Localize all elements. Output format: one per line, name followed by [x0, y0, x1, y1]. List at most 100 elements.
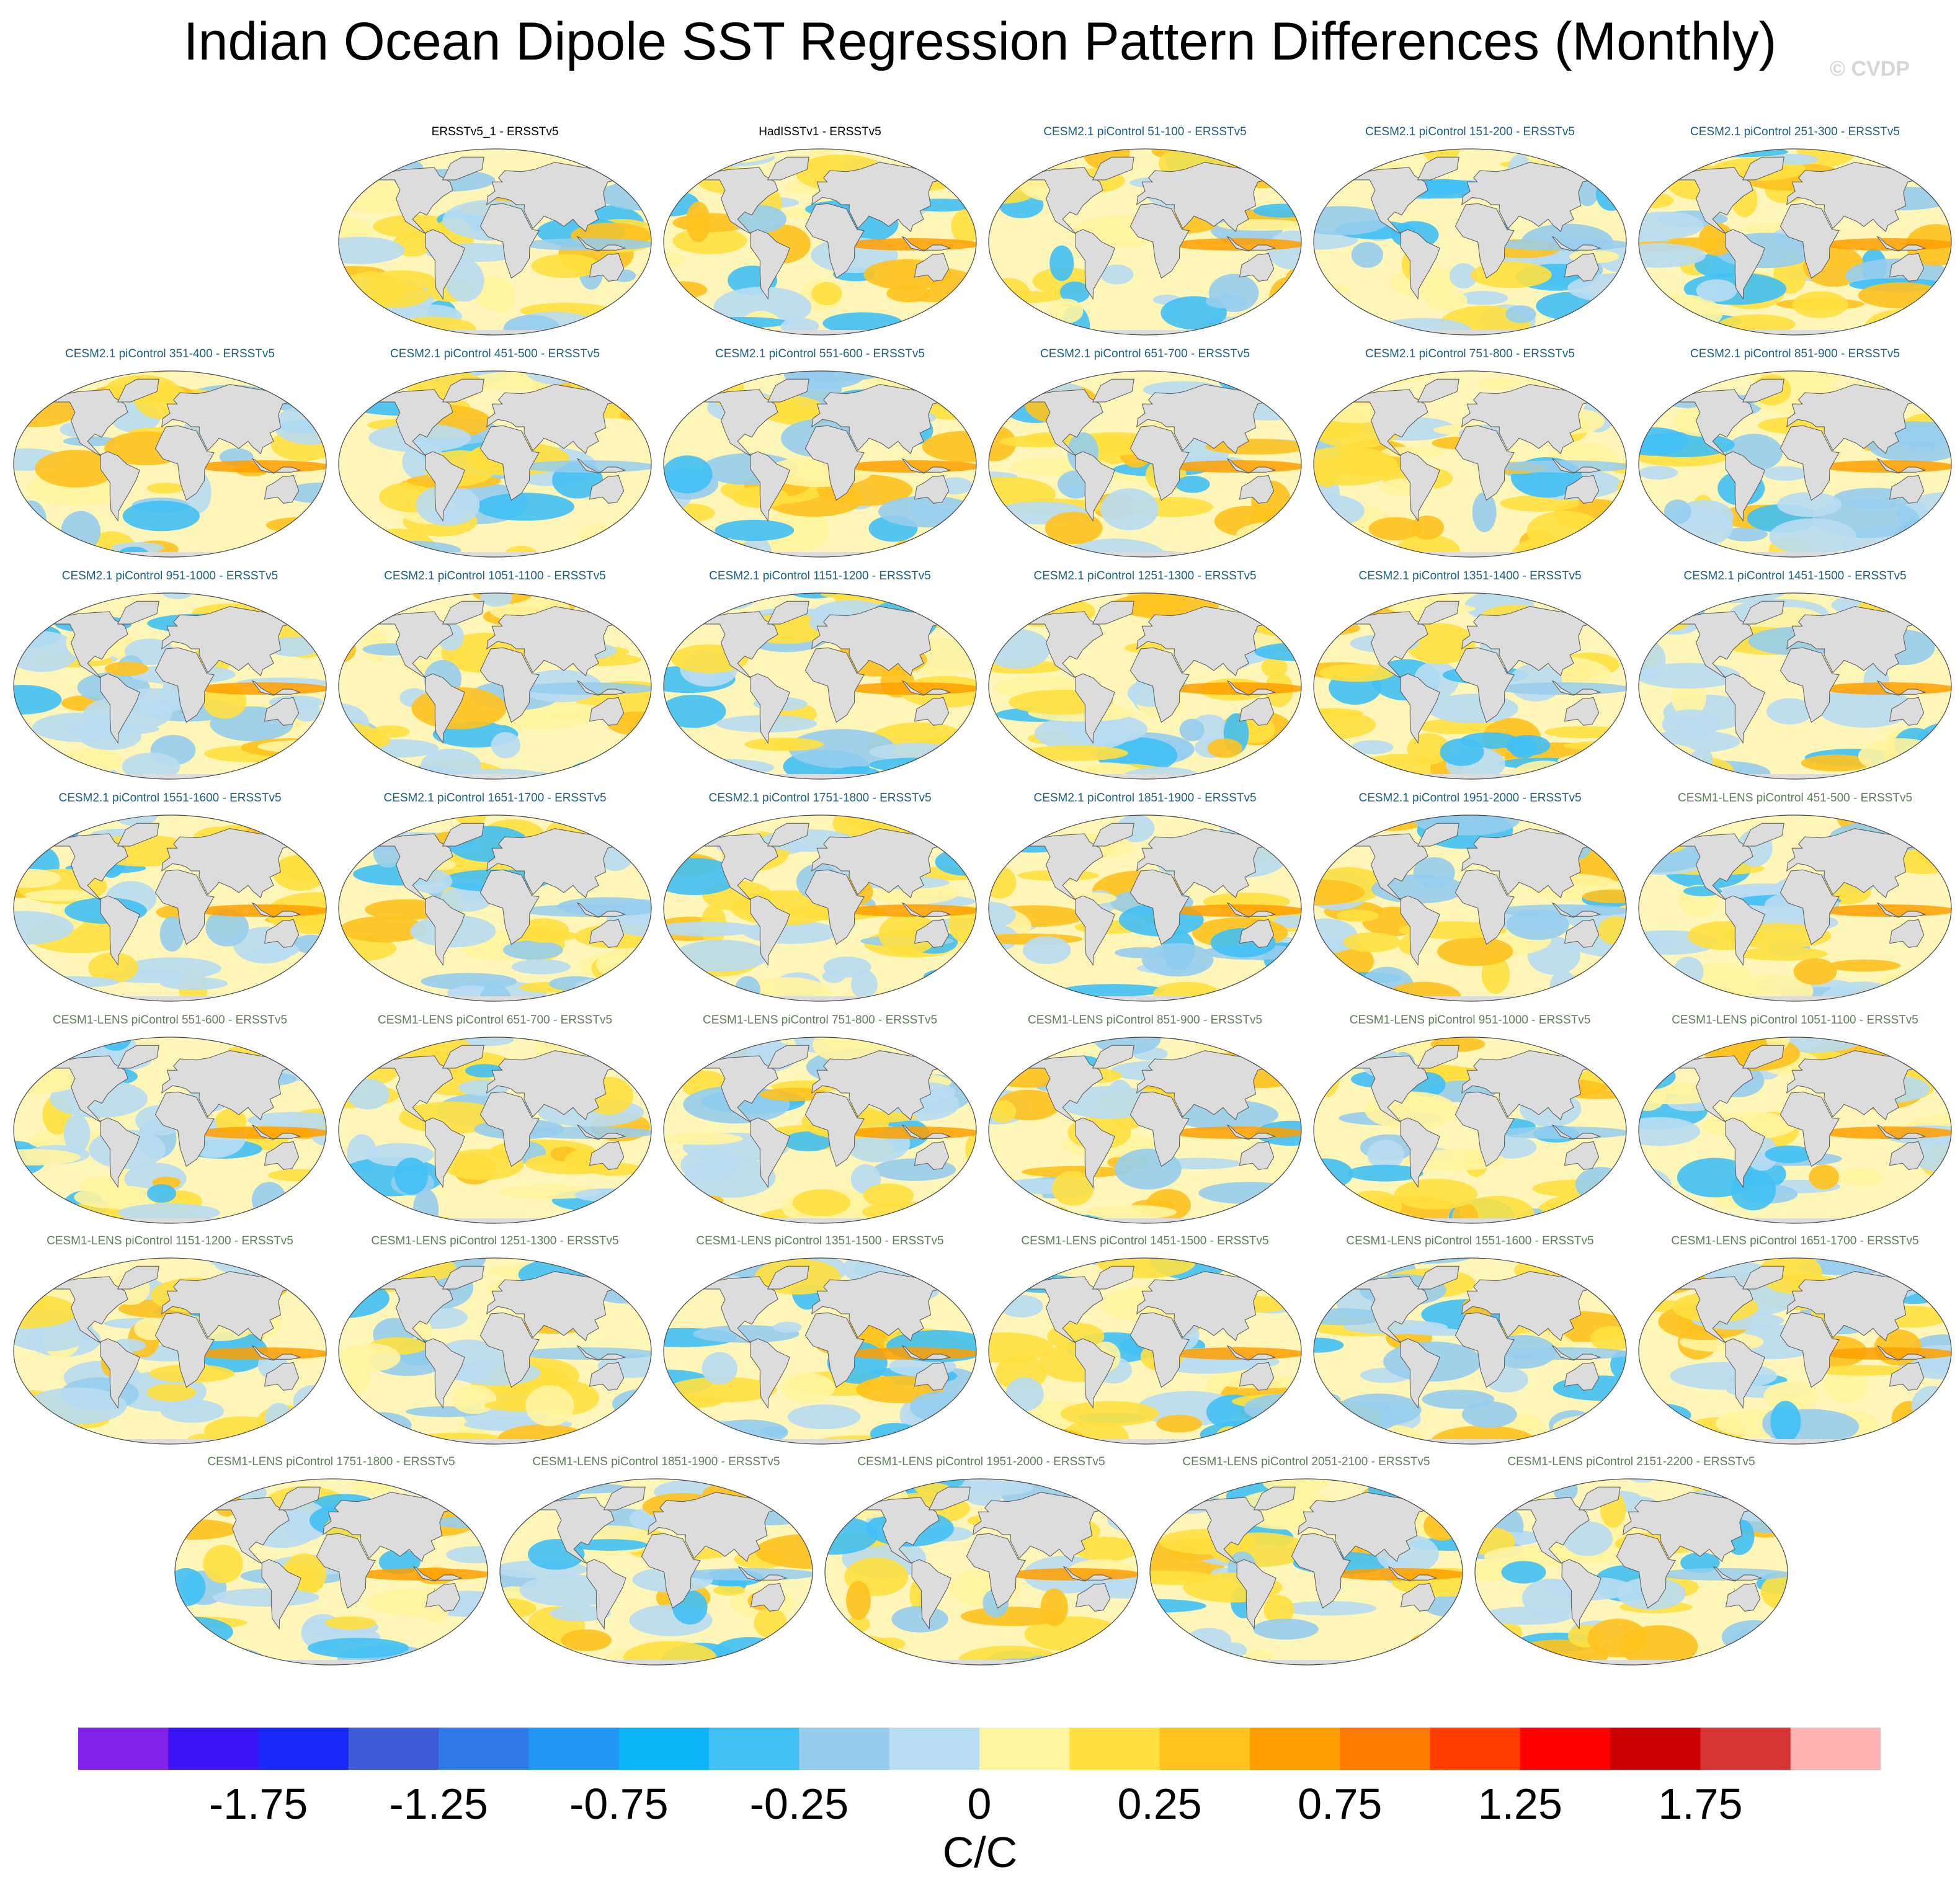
landmass: [767, 823, 809, 847]
landmass: [1239, 252, 1275, 282]
anomaly-blob: [1698, 223, 1734, 256]
anomaly-blob: [122, 501, 200, 532]
anomaly-blob: [14, 1038, 43, 1051]
landmass: [811, 384, 942, 455]
anomaly-blob: [1917, 1275, 1951, 1294]
landmass: [154, 1091, 215, 1167]
sst-regression-map: [1638, 1257, 1952, 1445]
colorbar-tick-label: 1.25: [1477, 1780, 1562, 1828]
landmass: [1026, 167, 1103, 234]
anomaly-blob: [989, 1332, 1053, 1363]
anomaly-blob: [713, 1585, 746, 1595]
anomaly-blob: [500, 1651, 550, 1664]
anomaly-blob: [1336, 909, 1379, 922]
anomaly-blob: [1458, 291, 1508, 305]
sst-regression-map: [988, 370, 1302, 558]
anomaly-blob: [623, 1641, 717, 1665]
panel-title: CESM1-LENS piControl 1051-1100 - ERSSTv5: [1672, 1014, 1918, 1027]
anomaly-blob: [1590, 1326, 1626, 1352]
anomaly-blob: [175, 1519, 238, 1540]
panel-title: CESM1-LENS piControl 751-800 - ERSSTv5: [702, 1014, 938, 1027]
landmass: [750, 1338, 790, 1409]
anomaly-blob: [14, 529, 67, 557]
landmass: [804, 1312, 865, 1388]
sst-regression-map: [988, 592, 1302, 780]
panel-title: CESM2.1 piControl 651-700 - ERSSTv5: [1040, 347, 1250, 360]
colorbar: [78, 1728, 1881, 1770]
anomaly-blob: [368, 423, 471, 453]
landmass: [1780, 425, 1840, 501]
anomaly-blob: [1891, 1401, 1928, 1437]
anomaly-blob: [781, 1373, 835, 1403]
landmass: [486, 828, 617, 899]
anomaly-blob: [1352, 740, 1394, 754]
anomaly-blob: [664, 175, 679, 206]
anomaly-blob: [1186, 1628, 1231, 1652]
anomaly-blob: [35, 450, 117, 488]
map-border: [1638, 1037, 1952, 1224]
landmass: [442, 1265, 484, 1290]
landmass: [1129, 1091, 1190, 1167]
antarctica-landmass: [989, 996, 1301, 1001]
landmass: [1461, 828, 1592, 899]
anomaly-blob: [1423, 1595, 1463, 1617]
landmass: [1561, 1559, 1601, 1630]
anomaly-blob: [479, 593, 513, 607]
anomaly-blob: [1315, 167, 1342, 185]
landmass: [100, 451, 140, 522]
colorbar-swatch: [1249, 1728, 1340, 1770]
anomaly-blob: [1717, 1479, 1788, 1489]
antarctica-landmass: [14, 1218, 326, 1223]
landmass: [251, 680, 301, 696]
anomaly-blob: [491, 732, 521, 759]
landmass: [442, 823, 484, 847]
panel-title: CESM1-LENS piControl 1751-1800 - ERSSTv5: [207, 1455, 455, 1468]
landmass: [376, 833, 453, 901]
landmass: [376, 611, 453, 679]
anomaly-blob: [146, 1383, 196, 1402]
anomaly-blob: [1321, 1258, 1365, 1271]
anomaly-blob: [989, 425, 1017, 462]
anomaly-blob: [989, 1210, 1015, 1222]
landmass: [901, 1345, 951, 1361]
anomaly-blob: [339, 371, 375, 378]
anomaly-blob: [1921, 374, 1951, 393]
antarctica-landmass: [1314, 1439, 1626, 1444]
sst-regression-map: [988, 1037, 1302, 1224]
landmass: [117, 1265, 159, 1290]
map-border: [1638, 814, 1952, 1002]
colorbar-swatch: [1069, 1728, 1160, 1770]
landmass: [486, 162, 617, 233]
anomaly-blob: [252, 1182, 287, 1218]
landmass: [901, 458, 951, 474]
map-panel: CESM1-LENS piControl 951-1000 - ERSSTv5: [1309, 1014, 1631, 1231]
anomaly-blob: [1639, 770, 1697, 779]
landmass: [1062, 1566, 1113, 1582]
antarctica-landmass: [14, 552, 326, 557]
landmass: [1786, 828, 1917, 899]
landmass: [804, 647, 865, 723]
anomaly-blob: [1172, 1099, 1279, 1130]
anomaly-blob: [14, 1149, 81, 1166]
landmass: [1239, 1362, 1275, 1391]
landmass: [1889, 1362, 1925, 1391]
sst-regression-map: [663, 148, 977, 336]
panel-title: CESM1-LENS piControl 651-700 - ERSSTv5: [377, 1014, 613, 1027]
anomaly-blob: [1280, 327, 1301, 335]
anomaly-blob: [594, 762, 651, 779]
landmass: [914, 252, 950, 282]
landmass: [1226, 1124, 1276, 1140]
landmass: [1780, 869, 1840, 945]
landmass: [1786, 384, 1917, 455]
landmass: [1461, 162, 1592, 233]
landmass: [442, 378, 484, 403]
anomaly-blob: [160, 977, 228, 990]
anomaly-blob: [511, 959, 571, 975]
landmass: [117, 600, 159, 625]
anomaly-blob: [932, 1190, 976, 1218]
map-panel: CESM2.1 piControl 251-300 - ERSSTv5: [1634, 125, 1956, 342]
landmass: [1226, 902, 1276, 918]
landmass: [1092, 600, 1134, 625]
landmass: [641, 1533, 701, 1609]
landmass: [442, 1045, 484, 1069]
